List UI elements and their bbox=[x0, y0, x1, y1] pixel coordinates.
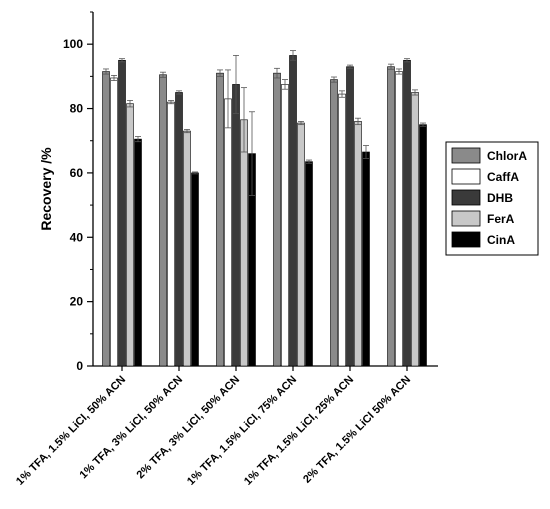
bar-caffa-3 bbox=[224, 98, 232, 367]
bar-dhb-2 bbox=[175, 92, 183, 367]
bar-fera-4 bbox=[297, 122, 305, 367]
bar-caffa-6 bbox=[395, 71, 403, 367]
bar-chlora-5 bbox=[330, 79, 338, 367]
legend-label-chlora: ChlorA bbox=[487, 149, 527, 163]
legend-label-fera: FerA bbox=[487, 212, 515, 226]
bar-caffa-5 bbox=[338, 93, 346, 367]
legend-swatch-fera bbox=[451, 210, 481, 227]
bar-cina-5 bbox=[362, 151, 370, 367]
legend-swatch-chlora bbox=[451, 147, 481, 164]
bar-chlora-3 bbox=[216, 72, 224, 367]
bar-cina-6 bbox=[419, 124, 427, 367]
x-category-label: 1% TFA, 3% LiCl, 50% ACN bbox=[78, 374, 186, 482]
bar-dhb-3 bbox=[232, 84, 240, 367]
x-category-label: 1% TFA, 1.5% LiCl, 25% ACN bbox=[242, 374, 356, 488]
bar-caffa-4 bbox=[281, 84, 289, 367]
legend-label-cina: CinA bbox=[487, 233, 515, 247]
bar-fera-5 bbox=[354, 121, 362, 367]
bar-chlora-4 bbox=[273, 72, 281, 367]
x-category-label: 2% TFA, 3% LiCl, 50% ACN bbox=[135, 374, 243, 482]
bar-caffa-1 bbox=[110, 77, 118, 367]
y-tick-label: 20 bbox=[70, 295, 84, 309]
y-axis-label: Recovery /% bbox=[38, 147, 54, 231]
bar-cina-1 bbox=[134, 138, 142, 367]
y-tick-label: 100 bbox=[63, 37, 83, 51]
legend: ChlorA CaffA DHB FerA CinA bbox=[445, 141, 539, 256]
y-tick-label: 0 bbox=[76, 359, 83, 373]
bar-caffa-2 bbox=[167, 101, 175, 367]
legend-swatch-caffa bbox=[451, 168, 481, 185]
y-tick-label: 40 bbox=[70, 230, 84, 244]
bar-dhb-5 bbox=[346, 66, 354, 367]
legend-label-caffa: CaffA bbox=[487, 170, 519, 184]
x-category-label: 1% TFA, 1.5% LiCl, 75% ACN bbox=[185, 374, 299, 488]
legend-label-dhb: DHB bbox=[487, 191, 513, 205]
x-category-label: 1% TFA, 1.5% LiCl, 50% ACN bbox=[14, 374, 128, 488]
y-tick-label: 80 bbox=[70, 102, 84, 116]
bar-fera-1 bbox=[126, 103, 134, 367]
y-tick-label: 60 bbox=[70, 166, 84, 180]
bar-cina-2 bbox=[191, 172, 199, 367]
bar-dhb-6 bbox=[403, 59, 411, 367]
bar-fera-2 bbox=[183, 130, 191, 367]
bar-chlora-1 bbox=[102, 71, 110, 367]
bar-cina-4 bbox=[305, 161, 313, 367]
bar-chlora-2 bbox=[159, 74, 167, 367]
bar-dhb-4 bbox=[289, 55, 297, 367]
legend-swatch-dhb bbox=[451, 189, 481, 206]
bar-fera-3 bbox=[240, 119, 248, 367]
x-category-label: 2% TFA, 1.5% LiCl 50% ACN bbox=[301, 374, 413, 486]
legend-swatch-cina bbox=[451, 231, 481, 248]
bar-fera-6 bbox=[411, 92, 419, 367]
bar-chlora-6 bbox=[387, 66, 395, 367]
bar-dhb-1 bbox=[118, 59, 126, 367]
